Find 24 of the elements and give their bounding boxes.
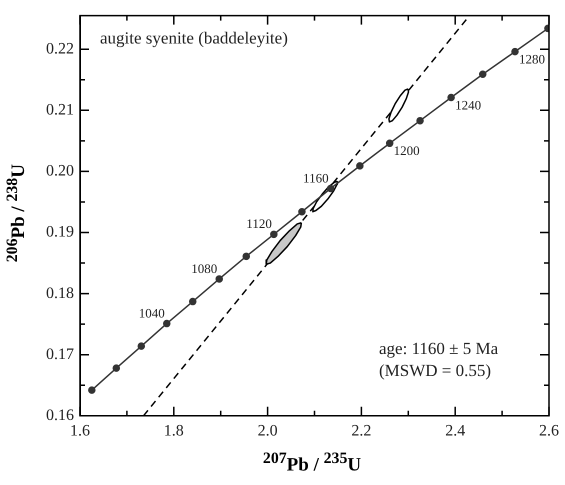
annotation: 1200 xyxy=(394,143,420,158)
annotation: 1160 xyxy=(303,170,329,186)
x-tick-label: 2.0 xyxy=(258,422,278,440)
y-tick-label: 0.18 xyxy=(46,284,74,302)
x-axis-title: $^{207}$Pb / $^{235}$U xyxy=(262,450,362,476)
x-tick-label: 1.6 xyxy=(70,422,90,440)
annotation: 1280 xyxy=(518,51,545,66)
y-tick-label: 0.17 xyxy=(46,346,74,363)
y-tick-label: 0.20 xyxy=(46,162,74,180)
x-tick-label: 1.8 xyxy=(164,422,184,440)
y-tick-label: 0.22 xyxy=(46,40,74,58)
annotation: 1120 xyxy=(246,216,272,232)
annotation: 1080 xyxy=(191,260,218,276)
annotation: augite syenite (baddeleyite) xyxy=(100,28,288,48)
annotation: age: 1160 ± 5 Ma xyxy=(379,338,499,358)
annotation: 1240 xyxy=(455,97,482,112)
y-tick-label: 0.21 xyxy=(46,102,74,119)
x-tick-label: 2.6 xyxy=(539,422,559,440)
y-tick-label: 0.16 xyxy=(46,407,74,424)
annotation: (MSWD = 0.55) xyxy=(379,360,492,380)
y-tick-label: 0.19 xyxy=(46,224,74,241)
annotation: 1040 xyxy=(138,306,165,321)
x-tick-label: 2.2 xyxy=(351,422,372,440)
x-tick-label: 2.4 xyxy=(445,422,466,440)
